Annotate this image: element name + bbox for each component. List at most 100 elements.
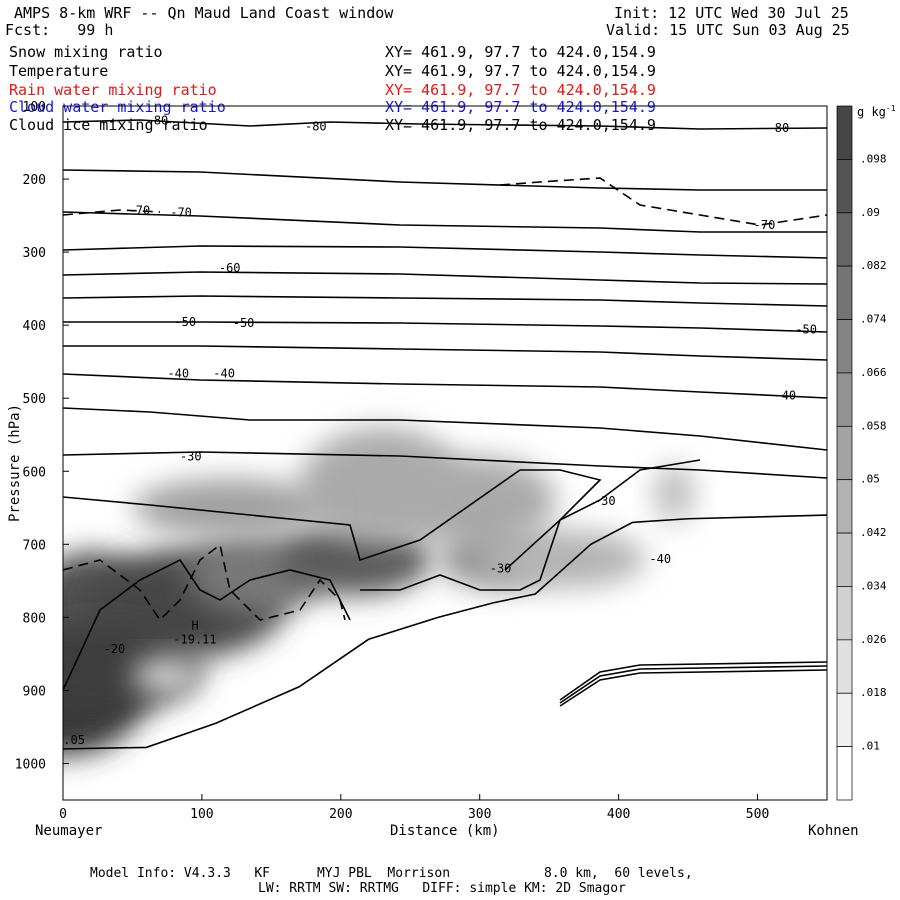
temperature-contour-line — [559, 669, 827, 707]
colorbar-tick-label: .026 — [860, 633, 887, 646]
legend-temperature-xy: XY= 461.9, 97.7 to 424.0,154.9 — [385, 62, 656, 80]
colorbar-tick-label: .01 — [860, 740, 880, 753]
x-tick-label: 500 — [746, 807, 769, 822]
colorbar-bin — [836, 639, 853, 694]
cloud-ice-contour-line — [63, 543, 346, 622]
colorbar-tick-label: .082 — [860, 259, 887, 272]
temperature-contour-label: -80 — [768, 121, 790, 135]
temperature-contour-label: -40 — [774, 388, 796, 402]
colorbar-bin — [836, 479, 853, 534]
temperature-contour-label: -70 — [170, 206, 192, 220]
colorbar-unit: g kg-1 — [857, 104, 896, 119]
snow-mixing-ratio-shading — [63, 427, 696, 757]
temperature-contour-label: -50 — [233, 316, 255, 330]
y-tick-label: 300 — [23, 246, 46, 261]
legend-temperature-label: Temperature — [9, 62, 109, 80]
temperature-contour-label: -50 — [795, 323, 817, 337]
temperature-contour-label: -60 — [219, 261, 241, 275]
y-tick-label: 200 — [23, 173, 46, 188]
temperature-contour-label: -40 — [213, 366, 235, 380]
temperature-contour-line — [63, 558, 351, 691]
valid-time: Valid: 15 UTC Sun 03 Aug 25 — [606, 21, 850, 39]
temperature-contours — [63, 119, 827, 750]
colorbar-bin — [836, 159, 853, 214]
temperature-contour-label: -30 — [180, 450, 202, 464]
legend-cloud-water-label: Cloud water mixing ratio — [9, 98, 226, 116]
colorbar-bin — [836, 212, 853, 267]
colorbar-tick-label: .098 — [860, 152, 887, 165]
colorbar-tick-label: .034 — [860, 579, 887, 592]
terrain-surface-line — [63, 514, 827, 750]
colorbar-bin — [836, 746, 853, 801]
temperature-contour-line — [559, 661, 827, 701]
temperature-contour-line — [63, 373, 827, 399]
snow-shade-blob — [403, 456, 557, 545]
temperature-contour-line — [63, 345, 827, 361]
colorbar-bin — [836, 105, 853, 160]
temperature-contour-label: -50 — [174, 315, 196, 329]
y-tick-label: 400 — [23, 319, 46, 334]
cloud-ice-contour-line — [499, 177, 827, 226]
temperature-contour-label: -40 — [649, 552, 671, 566]
plot-frame — [62, 105, 828, 801]
colorbar-tick-label: .018 — [860, 686, 887, 699]
x-tick-label: 200 — [329, 807, 352, 822]
colorbar: .098 .09 .082 .074 .066 .058 .05 .042 .034 .026 .0… — [836, 105, 887, 801]
model-info: Model Info: V4.3.3 KF MYJ PBL Morrison 8… — [90, 866, 693, 881]
snow-shade-blob — [132, 478, 327, 538]
y-tick-label: 900 — [23, 684, 46, 699]
x-axis-title: Distance (km) — [390, 823, 500, 839]
temperature-contour-line — [63, 169, 827, 191]
colorbar-bin — [836, 586, 853, 641]
chart-title: AMPS 8-km WRF -- Qn Maud Land Coast wind… — [14, 4, 394, 22]
temperature-max-marker: H — [191, 619, 198, 633]
temperature-contour-line — [63, 469, 602, 591]
axes: 100 200 300 400 500 600 700 800 900 1000 0 100 200 30… — [15, 100, 770, 822]
x-end-label: Kohnen — [808, 823, 859, 839]
temperature-contour-line — [63, 119, 827, 130]
cloud-ice-contour-line — [63, 209, 161, 216]
colorbar-bin — [836, 319, 853, 374]
temperature-contour-label: -40 — [167, 366, 189, 380]
colorbar-tick-label: .09 — [860, 206, 880, 219]
legend-rain-label: Rain water mixing ratio — [9, 81, 217, 99]
contour-labels: -80 -80 -80 -70 -70 -70 -60 -50 -50 -50 -40 -40 -40 -… — [63, 114, 817, 747]
colorbar-tick-label: .05 — [860, 473, 880, 486]
colorbar-tick-label: .074 — [860, 313, 887, 326]
snow-contour-label: .05 — [63, 733, 85, 747]
x-tick-label: 0 — [59, 807, 67, 822]
x-tick-label: 400 — [607, 807, 630, 822]
temperature-contour-line — [63, 211, 827, 233]
colorbar-bin — [836, 692, 853, 747]
colorbar-bin — [836, 532, 853, 587]
forecast-hour: Fcst: 99 h — [5, 21, 114, 39]
init-time: Init: 12 UTC Wed 30 Jul 25 — [614, 4, 849, 22]
legend-cloud-ice-xy: XY= 461.9, 97.7 to 424.0,154.9 — [385, 116, 656, 134]
legend-cloud-water-xy: XY= 461.9, 97.7 to 424.0,154.9 — [385, 98, 656, 116]
y-tick-label: 500 — [23, 392, 46, 407]
temperature-contour-line — [63, 245, 827, 259]
shading-clip-group — [63, 427, 696, 757]
temperature-contour-line — [63, 451, 827, 479]
colorbar-bin — [836, 265, 853, 320]
legend-rain-xy: XY= 461.9, 97.7 to 424.0,154.9 — [385, 81, 656, 99]
y-tick-label: 100 — [23, 100, 46, 115]
legend-snow-xy: XY= 461.9, 97.7 to 424.0,154.9 — [385, 43, 656, 61]
temperature-max-value: -19.11 — [173, 633, 216, 647]
y-tick-label: 800 — [23, 611, 46, 626]
temperature-contour-line — [63, 271, 827, 285]
temperature-contour-label: -80 — [305, 119, 327, 133]
snow-shade-blob — [479, 529, 647, 589]
colorbar-bin — [836, 372, 853, 427]
temperature-contour-line — [63, 407, 827, 451]
temperature-contour-label: -70 — [129, 203, 151, 217]
colorbar-tick-label: .042 — [860, 526, 887, 539]
temperature-contour-line — [63, 321, 827, 333]
x-tick-label: 300 — [468, 807, 491, 822]
temperature-contour-label: -30 — [594, 494, 616, 508]
colorbar-unit-text: g kg — [857, 105, 886, 119]
colorbar-tick-label: .066 — [860, 366, 887, 379]
y-tick-label: 600 — [23, 465, 46, 480]
temperature-contour-line — [504, 459, 701, 571]
colorbar-tick-label: .058 — [860, 419, 887, 432]
